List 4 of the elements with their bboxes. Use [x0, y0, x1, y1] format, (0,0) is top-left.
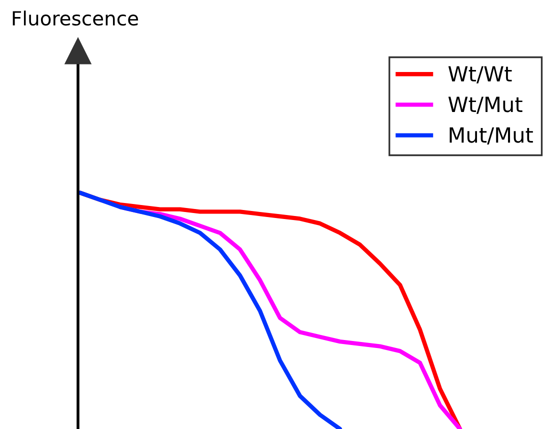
- legend-label: Wt/Mut: [448, 96, 522, 114]
- legend-label: Mut/Mut: [450, 127, 533, 145]
- legend-label: Wt/Wt: [448, 66, 512, 84]
- text: Fluorescence: [12, 10, 138, 26]
